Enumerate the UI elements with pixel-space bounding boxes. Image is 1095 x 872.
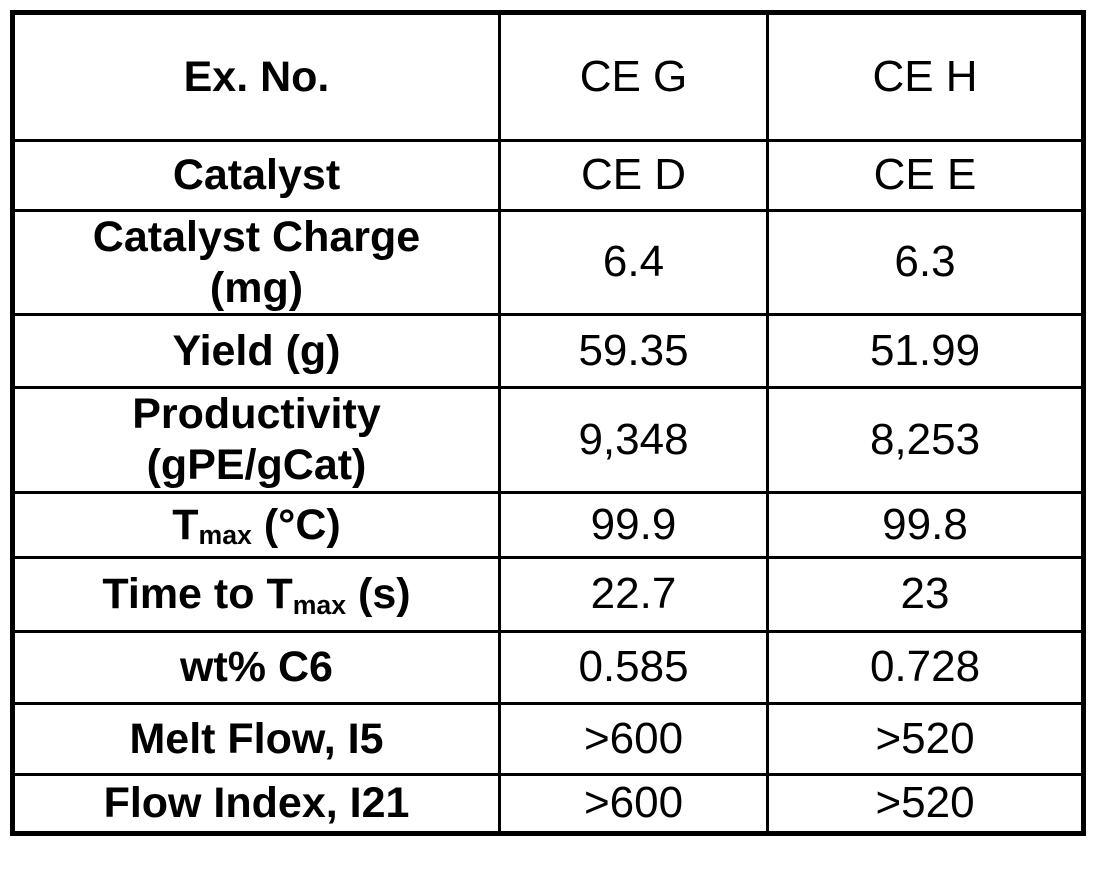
- table-row: Time to Tmax (s) 22.7 23: [11, 555, 1085, 633]
- table-row: Catalyst CE D CE E: [11, 139, 1085, 212]
- row-label-cell: Time to Tmax (s): [11, 555, 501, 633]
- table-body: Ex. No. CE G CE H Catalyst CE D CE E Catalyst …: [11, 11, 1085, 835]
- value-cell: >520: [766, 772, 1085, 835]
- label-text: Ex. No.: [183, 52, 330, 101]
- value-cell: >600: [498, 772, 769, 835]
- value-cell: 0.728: [766, 629, 1085, 705]
- label-text: (mg): [209, 263, 304, 312]
- table-row: Melt Flow, I5 >600 >520: [11, 701, 1085, 776]
- column-header-cell: CE H: [766, 11, 1085, 142]
- table-row: Yield (g) 59.35 51.99: [11, 313, 1085, 390]
- table-row: Flow Index, I21 >600 >520: [11, 772, 1085, 835]
- header-label-cell: Ex. No.: [11, 11, 501, 142]
- header-row: Ex. No. CE G CE H: [11, 11, 1085, 142]
- label-text: (°C): [251, 500, 341, 549]
- value-cell: CE E: [766, 139, 1085, 212]
- value-cell: 99.8: [766, 490, 1085, 559]
- row-label-cell: Catalyst: [11, 139, 501, 212]
- row-label-cell: wt% C6: [11, 629, 501, 705]
- row-label-cell: Yield (g): [11, 313, 501, 390]
- value-cell: 9,348: [498, 386, 769, 494]
- examples-table: Ex. No. CE G CE H Catalyst CE D CE E Catalyst …: [10, 10, 1086, 836]
- column-header-cell: CE G: [498, 11, 769, 142]
- value-cell: 6.4: [498, 208, 769, 317]
- value-cell: 23: [766, 555, 1085, 633]
- table-row: Tmax (°C) 99.9 99.8: [11, 490, 1085, 559]
- label-text: Catalyst Charge: [92, 213, 421, 261]
- label-text: Yield (g): [172, 327, 341, 376]
- value-cell: 8,253: [766, 386, 1085, 494]
- value-cell: 51.99: [766, 313, 1085, 390]
- value-cell: >600: [498, 701, 769, 776]
- row-label-cell: Melt Flow, I5: [11, 701, 501, 776]
- table-row: wt% C6 0.585 0.728: [11, 629, 1085, 705]
- value-cell: 6.3: [766, 208, 1085, 317]
- row-label-cell: Flow Index, I21: [11, 772, 501, 835]
- label-text: T: [172, 500, 199, 549]
- row-label-cell: Tmax (°C): [11, 490, 501, 559]
- value-cell: CE D: [498, 139, 769, 212]
- value-cell: 22.7: [498, 555, 769, 633]
- label-text: Melt Flow, I5: [129, 714, 384, 763]
- label-text: wt% C6: [180, 643, 333, 692]
- label-text: Catalyst: [172, 151, 341, 200]
- value-cell: 59.35: [498, 313, 769, 390]
- label-text: Time to T: [102, 570, 293, 619]
- row-label-cell: Productivity (gPE/gCat): [11, 386, 501, 494]
- label-subscript: max: [198, 520, 252, 551]
- table-row: Productivity (gPE/gCat) 9,348 8,253: [11, 386, 1085, 494]
- label-text: (gPE/gCat): [146, 441, 367, 490]
- value-cell: >520: [766, 701, 1085, 776]
- label-text: Flow Index, I21: [103, 779, 410, 828]
- value-cell: 99.9: [498, 490, 769, 559]
- value-cell: 0.585: [498, 629, 769, 705]
- table-row: Catalyst Charge (mg) 6.4 6.3: [11, 208, 1085, 317]
- label-subscript: max: [292, 589, 347, 620]
- row-label-cell: Catalyst Charge (mg): [11, 208, 501, 317]
- label-text: Productivity: [132, 390, 381, 439]
- label-text: (s): [346, 570, 411, 619]
